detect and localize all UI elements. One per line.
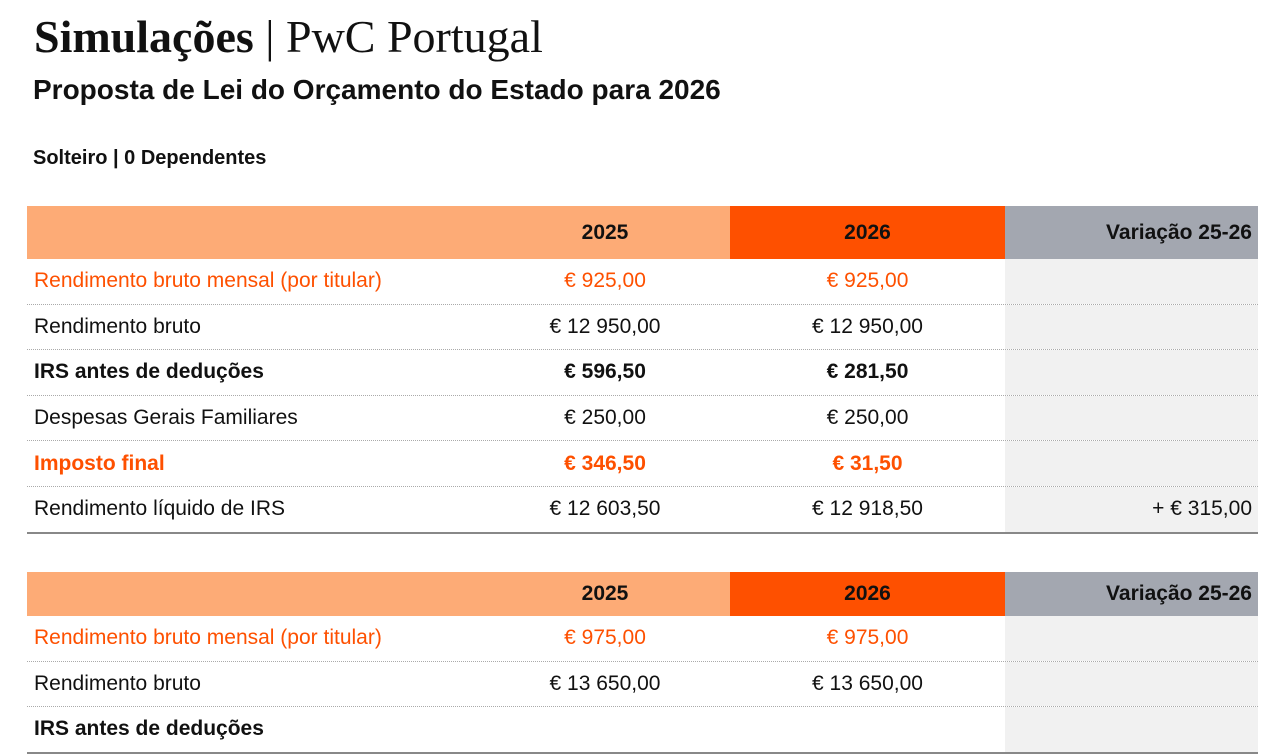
table-row: Rendimento bruto mensal (por titular) € 9… [27, 259, 1258, 305]
title: Simulações | PwC Portugal [34, 10, 543, 63]
value-cell: € 281,50 [826, 360, 909, 384]
title-bold: Simulações [34, 11, 254, 62]
table-row: Rendimento bruto € 12 950,00 € 12 950,00 [27, 304, 1258, 351]
header-cell: Variação 25-26 [1005, 206, 1258, 259]
variation-cell [1005, 707, 1258, 752]
title-rest: | PwC Portugal [265, 11, 543, 62]
value-cell: € 12 950,00 [549, 314, 661, 338]
row-label: Despesas Gerais Familiares [34, 406, 298, 430]
value-cell: € 12 950,00 [812, 314, 923, 338]
row-label: IRS antes de deduções [34, 360, 264, 384]
value-cell: € 13 650,00 [549, 671, 661, 695]
table-row: Rendimento líquido de IRS € 12 603,50 € 12… [27, 486, 1258, 534]
table-row: IRS antes de deduções € 596,50 € 281,50 [27, 350, 1258, 396]
value-cell: € 596,50 [564, 360, 646, 384]
variation-cell [1005, 441, 1258, 486]
row-label: Rendimento bruto mensal (por titular) [34, 269, 382, 293]
header-cell: 2026 [730, 572, 1005, 616]
header-cell [27, 206, 480, 259]
table-row: Rendimento bruto mensal (por titular) € 9… [27, 616, 1258, 662]
value-cell: € 925,00 [564, 269, 646, 293]
variation-cell [1005, 350, 1258, 395]
row-label: IRS antes de deduções [34, 717, 264, 741]
variation-cell [1005, 395, 1258, 441]
row-label: Rendimento bruto [34, 314, 201, 338]
value-cell: € 12 603,50 [549, 497, 661, 521]
row-label: Rendimento bruto [34, 671, 201, 695]
value-cell: € 13 650,00 [812, 671, 923, 695]
header-cell: 2025 [480, 206, 730, 259]
table-row: Imposto final € 346,50 € 31,50 [27, 441, 1258, 487]
header-row: 2025 2026 Variação 25-26 [27, 206, 1258, 259]
subtitle: Proposta de Lei do Orçamento do Estado p… [33, 74, 721, 105]
table-row: IRS antes de deduções [27, 707, 1258, 754]
page: {"header": {"title_bold": "Simulações", … [27, 10, 1258, 754]
value-cell: € 975,00 [564, 626, 646, 650]
value-cell: € 31,50 [832, 451, 903, 475]
table: 2025 2026 Variação 25-26 Rendimento bruto m… [27, 206, 1258, 534]
header-cell: 2026 [730, 206, 1005, 259]
value-cell: + € 315,00 [1005, 486, 1258, 532]
header-cell: Variação 25-26 [1005, 572, 1258, 616]
header-row: 2025 2026 Variação 25-26 [27, 572, 1258, 616]
variation-cell [1005, 304, 1258, 350]
value-cell: € 250,00 [564, 406, 646, 430]
row-label: Rendimento bruto mensal (por titular) [34, 626, 382, 650]
variation-cell [1005, 616, 1258, 661]
value-cell: € 925,00 [826, 269, 909, 293]
row-label: Imposto final [34, 451, 165, 475]
value-cell: € 346,50 [564, 451, 646, 475]
variation-cell [1005, 661, 1258, 707]
table-row: Despesas Gerais Familiares € 250,00 € 250,… [27, 395, 1258, 442]
variation-cell [1005, 259, 1258, 304]
row-label: Rendimento líquido de IRS [34, 497, 285, 521]
table: 2025 2026 Variação 25-26 Rendimento bruto m… [27, 572, 1258, 754]
header-cell [27, 572, 480, 616]
value-cell: € 975,00 [826, 626, 909, 650]
value-cell: € 250,00 [826, 406, 909, 430]
value-cell: € 12 918,50 [812, 497, 923, 521]
table-row: Rendimento bruto € 13 650,00 € 13 650,00 [27, 661, 1258, 708]
profile: Solteiro | 0 Dependentes [33, 147, 267, 169]
header-cell: 2025 [480, 572, 730, 616]
